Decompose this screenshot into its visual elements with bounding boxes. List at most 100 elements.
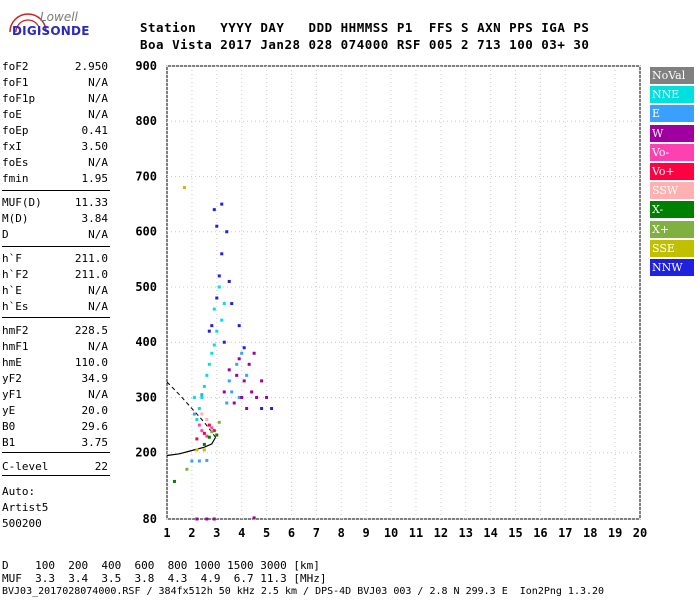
data-point	[207, 435, 211, 439]
legend-item: SSW	[650, 182, 694, 200]
param-key: foF2	[2, 60, 29, 73]
data-point	[202, 431, 206, 435]
data-point	[240, 395, 244, 399]
data-point	[212, 208, 216, 212]
param-row: foF1p N/A	[2, 92, 108, 108]
y-tick-label: 900	[135, 59, 157, 73]
param-value: N/A	[88, 76, 108, 89]
data-point	[185, 467, 189, 471]
param-row: hmF1 N/A	[2, 340, 108, 356]
param-value: 211.0	[74, 252, 108, 265]
footer-file-info: BVJ03_2017028074000.RSF / 384fx512h 50 k…	[2, 586, 605, 597]
legend-item: X+	[650, 220, 694, 238]
data-point	[217, 274, 221, 278]
param-key: C-level	[2, 460, 49, 473]
data-point	[237, 395, 241, 399]
muf-frequency-row: MUF 3.3 3.4 3.5 3.8 4.3 4.9 6.7 11.3 [MH…	[2, 572, 327, 585]
data-point	[265, 395, 269, 399]
param-key: h`F2	[2, 268, 29, 281]
y-tick-label: 700	[135, 169, 157, 183]
ionogram-chart: 1 2 3 4 5 6 7 8 9 10 11 12 13 14 15 16 17 18 19 20802003004…	[135, 59, 647, 540]
data-point	[242, 346, 246, 350]
x-tick-label: 12	[434, 526, 448, 540]
param-value: 2.950	[74, 60, 108, 73]
legend-item: NoVal	[650, 67, 694, 84]
param-value: 3.50	[81, 140, 109, 153]
param-separator	[2, 190, 110, 191]
y-tick-label: 80	[143, 512, 157, 526]
param-key: hmF2	[2, 324, 29, 337]
data-point	[237, 357, 241, 361]
param-value: N/A	[88, 92, 108, 105]
param-key: B1	[2, 436, 16, 449]
param-row: B1 3.75	[2, 436, 108, 452]
data-point	[202, 384, 206, 388]
param-separator	[2, 475, 110, 476]
param-value: 228.5	[74, 324, 108, 337]
data-point	[270, 407, 274, 411]
y-tick-label: 800	[135, 114, 157, 128]
param-key: foEp	[2, 124, 29, 137]
param-row: foF2 2.950	[2, 60, 108, 76]
param-value: 3.75	[81, 436, 109, 449]
x-tick-label: 8	[338, 526, 345, 540]
data-point	[202, 448, 206, 452]
param-key: B0	[2, 420, 16, 433]
param-separator	[2, 246, 110, 247]
legend-item: E	[650, 105, 694, 123]
param-separator	[2, 452, 110, 453]
param-row: fmin 1.95	[2, 172, 108, 188]
legend-item: Vo-	[650, 143, 694, 161]
param-key: foF1	[2, 76, 29, 89]
param-key: foEs	[2, 156, 29, 169]
x-tick-label: 2	[188, 526, 195, 540]
param-row: h`F2 211.0	[2, 268, 108, 284]
data-point	[215, 224, 219, 228]
param-value: N/A	[88, 156, 108, 169]
data-point	[200, 393, 204, 397]
data-point	[210, 324, 214, 328]
plot-area	[166, 65, 641, 520]
x-tick-label: 10	[384, 526, 398, 540]
param-key: hmE	[2, 356, 22, 369]
header-line-2: Boa Vista 2017 Jan28 028 074000 RSF 005 …	[140, 37, 590, 52]
param-separator	[2, 317, 110, 318]
data-point	[200, 429, 204, 433]
x-tick-label: 13	[459, 526, 473, 540]
data-point	[205, 458, 209, 462]
data-point	[227, 368, 231, 372]
y-tick-label: 400	[135, 335, 157, 349]
param-value: 110.0	[74, 356, 108, 369]
legend-item: SSE	[650, 239, 694, 257]
legend-item: NNW	[650, 259, 694, 276]
param-value: 29.6	[81, 420, 109, 433]
param-key: foE	[2, 108, 22, 121]
data-point	[210, 426, 214, 430]
param-key: yF2	[2, 372, 22, 385]
data-point	[172, 479, 176, 483]
data-point	[255, 395, 259, 399]
x-tick-label: 7	[313, 526, 320, 540]
data-point	[212, 307, 216, 311]
data-point	[225, 401, 229, 405]
data-point	[190, 459, 194, 463]
digisonde-logo-icon	[9, 13, 47, 33]
param-row: C-level 22	[2, 460, 108, 476]
x-tick-label: 5	[263, 526, 270, 540]
data-point	[230, 302, 234, 306]
param-row: yE 20.0	[2, 404, 108, 420]
x-tick-label: 16	[533, 526, 547, 540]
param-row: yF1 N/A	[2, 388, 108, 404]
data-point	[205, 517, 209, 521]
auto-label: Auto:	[2, 485, 36, 498]
data-point	[222, 390, 226, 394]
data-point	[252, 351, 256, 355]
param-key: h`Es	[2, 300, 29, 313]
param-row: foEs N/A	[2, 156, 108, 172]
x-tick-label: 9	[363, 526, 370, 540]
artist-label: Artist5	[2, 501, 49, 514]
data-point	[247, 362, 251, 366]
x-tick-label: 14	[483, 526, 497, 540]
data-point	[242, 379, 246, 383]
param-value: 211.0	[74, 268, 108, 281]
